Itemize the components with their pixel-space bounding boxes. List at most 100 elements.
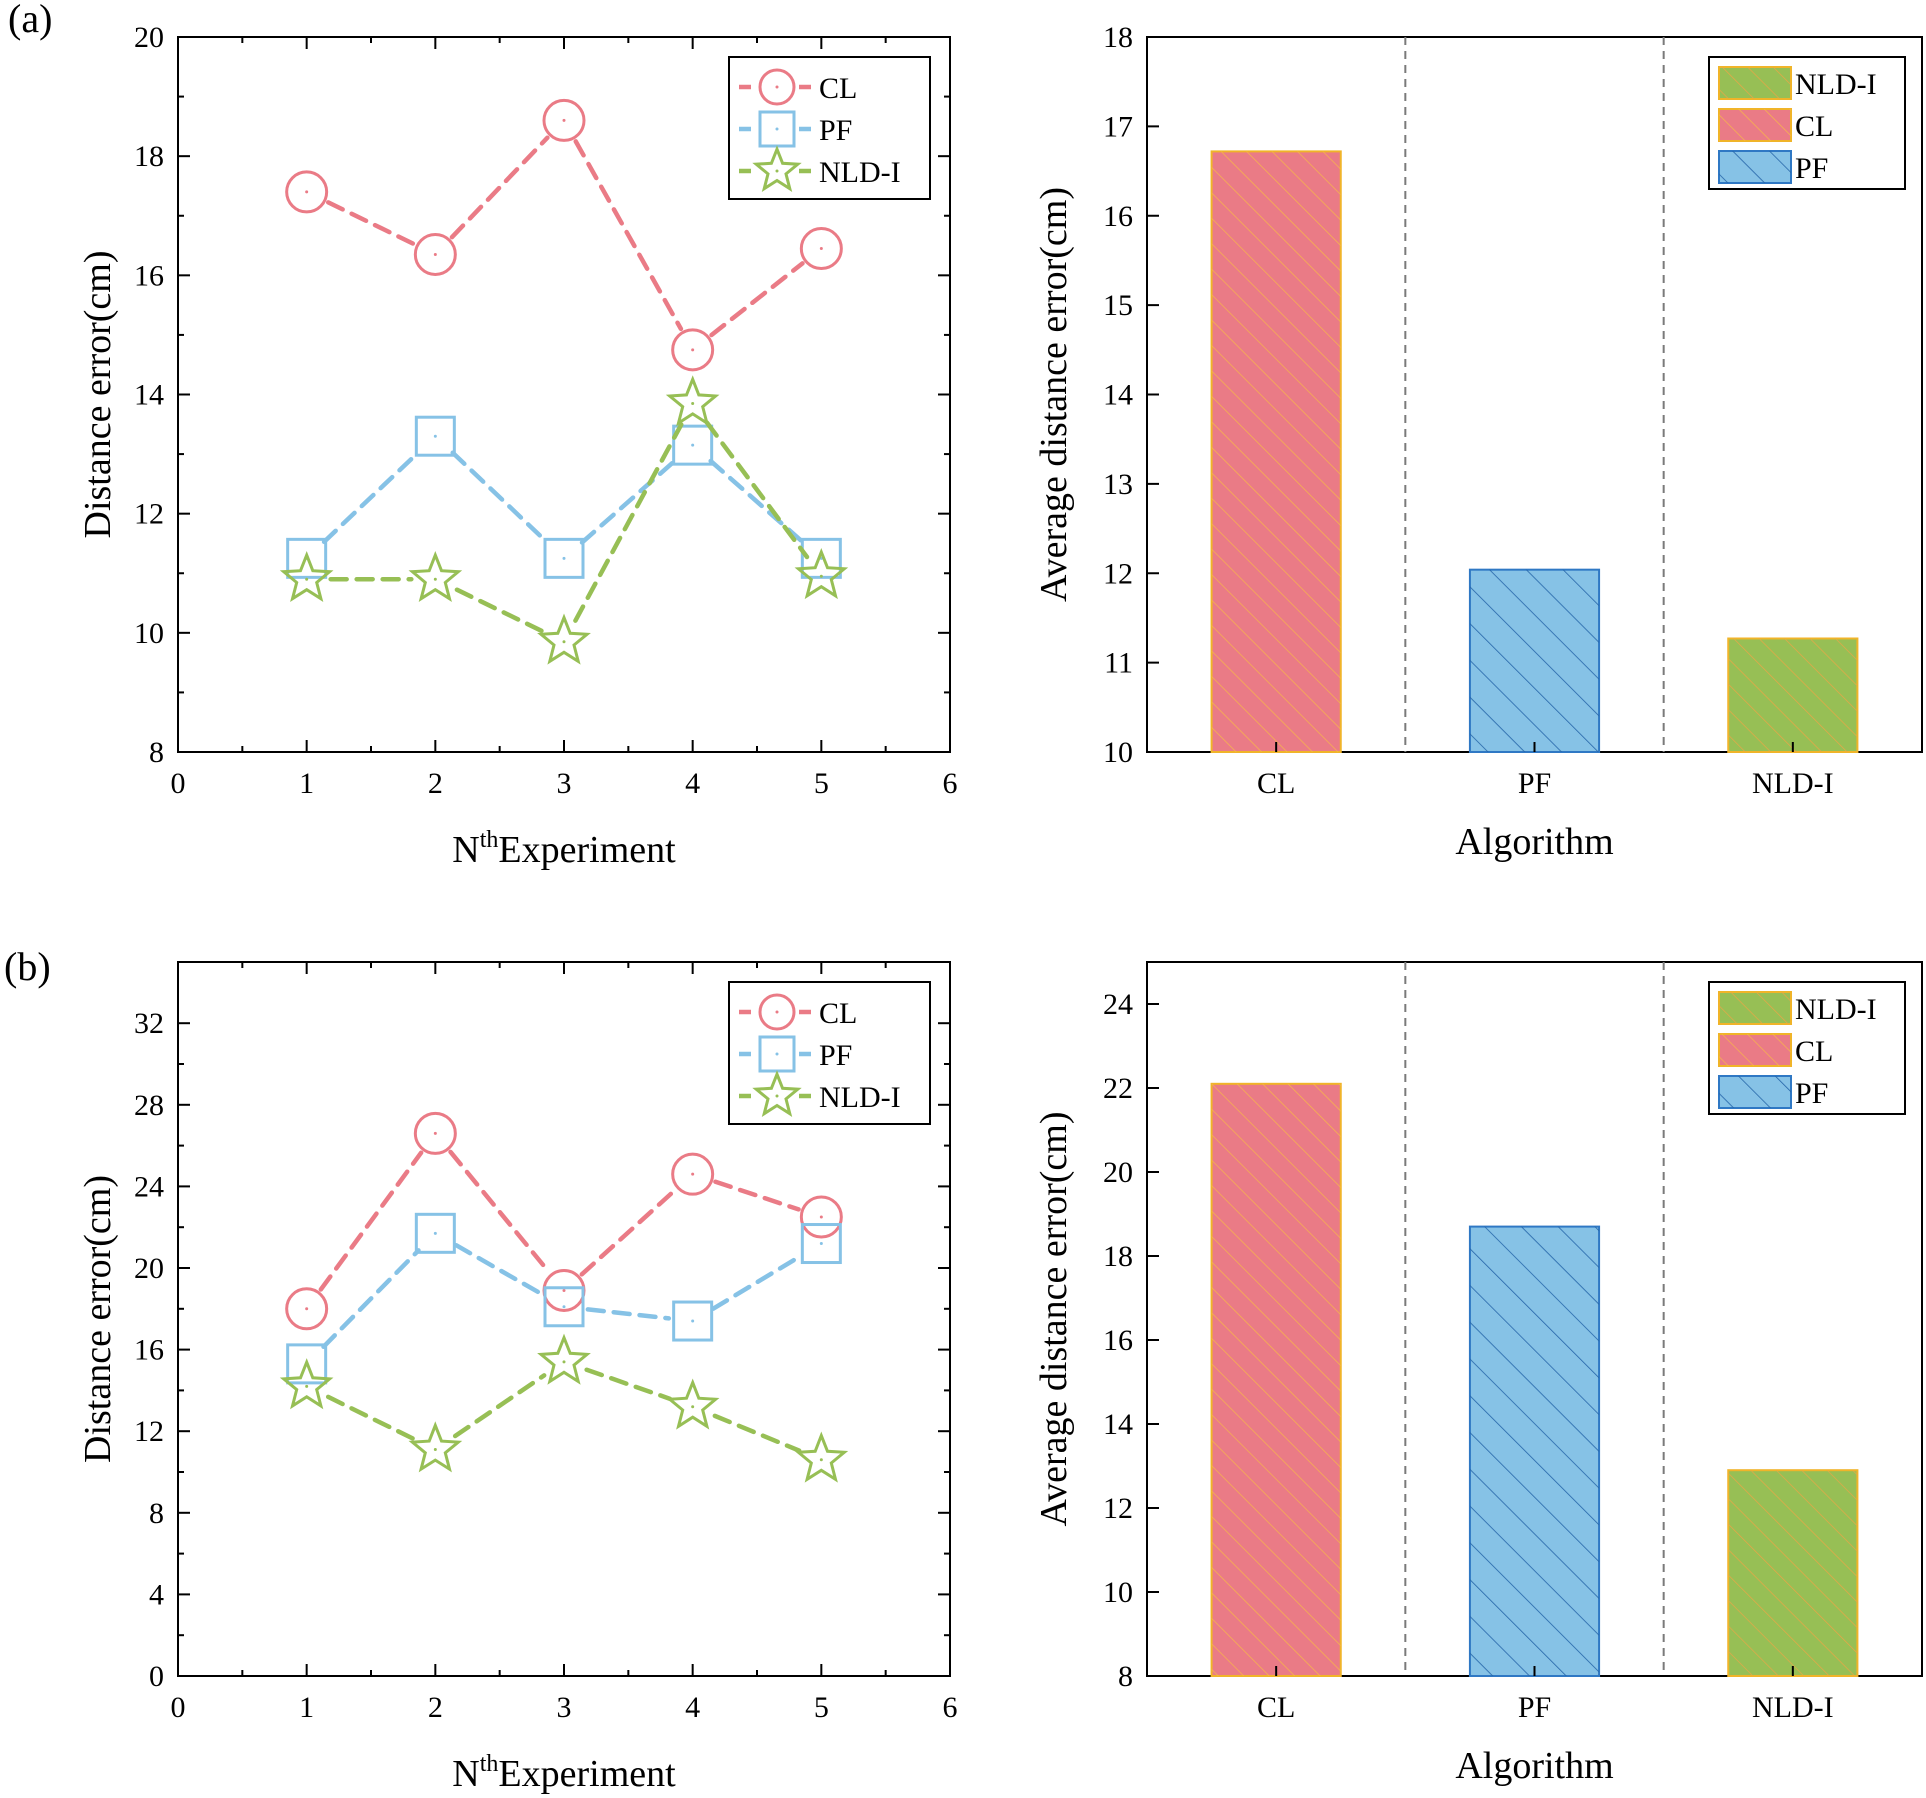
data-point-star [537,613,591,665]
x-axis-title-rest: Experiment [498,1753,676,1795]
legend-marker-circle-center-dot [775,1010,779,1014]
legend-label: PF [819,1039,852,1072]
bar-cl [1210,1082,1342,1678]
bar-pf [1468,1225,1601,1677]
x-tick-label: 5 [814,1691,829,1724]
y-tick-label: 14 [1103,1408,1133,1441]
data-point-square-center-dot [433,1231,437,1235]
panel-label: (b) [4,944,51,989]
legend-swatch-hatch [1719,992,1791,1024]
x-tick-label: 2 [428,1691,443,1724]
legend-marker-circle-center-dot [775,85,779,89]
data-point-circle-center-dot [433,1131,437,1135]
legend-label: NLD-I [1795,68,1877,101]
series-line-segment [318,1150,424,1292]
series-nld-i [279,1333,849,1483]
legend-marker-square-center-dot [775,1052,779,1056]
legend-label: PF [1795,152,1828,185]
data-point-square-center-dot [819,1242,823,1246]
legend-label: CL [819,997,857,1030]
x-category-label: CL [1257,1691,1295,1724]
y-tick-label: 20 [1103,1156,1133,1189]
y-tick-label: 11 [1104,647,1133,680]
x-axis-title: Algorithm [1455,821,1613,863]
data-point-star-center-dot [691,1405,695,1409]
series-line-segment [704,420,810,560]
legend-label: CL [819,72,857,105]
legend-label: NLD-I [1795,993,1877,1026]
y-tick-label: 10 [1103,736,1133,769]
chart-a-bar: 10 11 12 13 14 15 16 17 18 CL PF NLD-I Algorithm Aver… [1033,21,1923,863]
legend-label: NLD-I [819,156,901,189]
bar-hatch [1728,1470,1858,1676]
y-tick-label: 22 [1103,1072,1133,1105]
y-tick-label: 32 [134,1007,164,1040]
legend: NLD-I CL PF [1708,981,1906,1115]
y-tick-label: 0 [149,1660,164,1693]
legend-marker-circle [758,68,796,106]
y-tick-label: 16 [134,1334,164,1367]
series-line-segment [321,450,421,545]
data-point-circle-center-dot [562,118,566,122]
legend-swatch-hatch [1719,67,1791,99]
x-tick-label: 3 [557,1691,572,1724]
y-tick-label: 16 [1103,1324,1133,1357]
data-point-square-center-dot [562,1305,566,1309]
x-axis-title: Algorithm [1455,1745,1613,1787]
data-point-square [286,537,328,579]
data-point-star-center-dot [305,1384,309,1388]
data-point-star [279,1358,334,1410]
series-line-segment [452,1373,547,1439]
data-point-star-center-dot [819,1458,823,1462]
x-tick-label: 0 [171,767,186,800]
x-axis-title: NthExperiment [452,827,676,871]
data-point-star-center-dot [562,1360,566,1364]
data-point-circle-center-dot [819,1215,823,1219]
series-pf [286,415,842,579]
legend-label: CL [1795,110,1833,143]
data-point-circle-center-dot [433,252,437,256]
data-point-square-center-dot [562,556,566,560]
y-tick-label: 16 [1103,200,1133,233]
series-line-segment [450,450,549,545]
panel-label: (a) [8,0,52,41]
data-point-star-center-dot [819,574,823,578]
data-point-star [537,1333,591,1385]
x-tick-label: 1 [299,1691,314,1724]
data-point-square-center-dot [691,443,695,447]
y-axis-title: Average distance error(cm) [1033,1112,1075,1527]
bar-hatch [1211,151,1341,752]
y-tick-label: 10 [1103,1576,1133,1609]
series-line-segment [584,1367,673,1402]
y-tick-label: 24 [134,1170,164,1203]
data-point-circle-center-dot [691,1172,695,1176]
x-category-label: PF [1518,767,1551,800]
data-point-circle-center-dot [819,247,823,251]
data-point-square [414,415,456,457]
y-tick-label: 17 [1103,110,1133,143]
data-point-square [543,1286,585,1328]
x-tick-label: 6 [943,767,958,800]
data-point-circle [799,227,843,271]
chart-b-bar: 8 10 12 14 16 18 20 22 24 CL PF NLD-I Algorithm Avera… [1033,961,1923,1787]
x-tick-label: 2 [428,767,443,800]
x-tick-label: 5 [814,767,829,800]
series-line-segment [449,135,550,240]
series-line-segment [579,458,677,545]
y-axis-title: Distance error(cm) [77,1175,119,1463]
bar-pf [1468,568,1601,753]
data-point-square [672,1300,714,1342]
data-point-star-center-dot [305,577,309,581]
y-tick-label: 24 [1103,988,1133,1021]
data-point-circle [285,170,329,214]
y-tick-label: 8 [149,736,164,769]
series-nld-i [279,375,849,665]
data-point-circle [285,1287,329,1331]
bar-nld-i [1727,1469,1859,1677]
legend-marker-star [752,1070,802,1118]
bar-nld-i [1727,637,1859,754]
data-point-circle [542,98,586,142]
series-line-segment [321,1248,421,1350]
y-tick-label: 20 [134,1252,164,1285]
